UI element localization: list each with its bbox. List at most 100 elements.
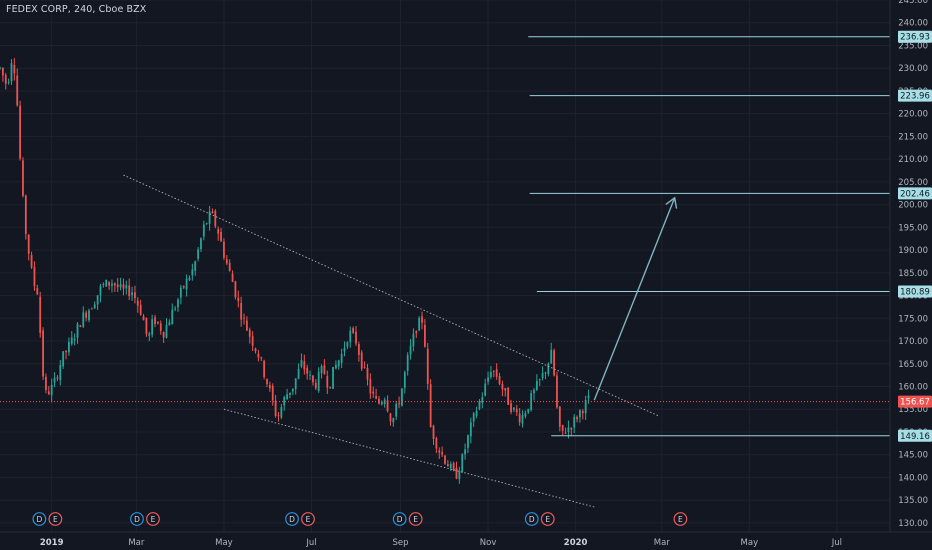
candle-body	[538, 378, 541, 380]
candle-body	[139, 304, 142, 315]
candle-body	[24, 195, 27, 234]
candle-body	[179, 287, 182, 298]
candle-body	[524, 413, 527, 417]
candle-body	[119, 284, 122, 288]
candle-body	[490, 372, 492, 377]
candle-body	[332, 366, 334, 389]
dividend-marker[interactable]	[285, 512, 299, 526]
candle-body	[62, 351, 65, 367]
candle-body	[504, 388, 507, 391]
earnings-marker[interactable]	[301, 512, 315, 526]
candle-body	[573, 416, 576, 428]
candle-body	[234, 281, 237, 298]
y-tick-label: 235.00	[898, 41, 928, 51]
candle-body	[472, 413, 475, 422]
drawings	[0, 36, 890, 508]
event-marker-label: E	[306, 515, 311, 524]
candle-body	[533, 389, 535, 394]
event-marker-label: D	[289, 515, 295, 524]
candle-body	[403, 371, 406, 388]
candle-body	[518, 413, 521, 423]
candle-body	[570, 427, 573, 430]
candle-body	[553, 350, 555, 376]
y-axis-labels: 130.00135.00140.00145.00150.00155.00160.…	[898, 0, 928, 529]
candle-body	[389, 413, 392, 422]
candle-body	[478, 401, 481, 410]
candle-body	[27, 234, 30, 254]
candle-body	[246, 320, 248, 331]
candle-body	[271, 385, 274, 401]
candle-body	[291, 388, 294, 392]
candle-body	[162, 331, 165, 338]
candle-body	[151, 319, 154, 335]
candle-body	[581, 411, 584, 414]
candle-body	[441, 452, 444, 455]
candle-body	[467, 435, 469, 448]
candle-body	[335, 364, 337, 369]
candle-body	[312, 375, 314, 383]
candle-body	[395, 403, 398, 417]
level-price-label-bg	[898, 30, 932, 43]
earnings-marker[interactable]	[48, 512, 63, 526]
candle-body	[392, 418, 395, 423]
dividend-marker[interactable]	[130, 512, 144, 526]
candle-body	[88, 310, 90, 321]
y-tick-label: 200.00	[898, 201, 928, 211]
candle-body	[90, 308, 93, 310]
candle-body	[386, 400, 389, 412]
candle-body	[165, 324, 168, 338]
candle-body	[355, 331, 357, 344]
candle-body	[412, 333, 415, 347]
event-marker-label: E	[678, 515, 683, 524]
earnings-marker[interactable]	[673, 512, 688, 526]
y-tick-label: 145.00	[898, 451, 928, 461]
candle-body	[303, 361, 306, 370]
projection-arrow[interactable]	[593, 197, 676, 401]
dividend-marker[interactable]	[524, 512, 539, 526]
earnings-marker[interactable]	[146, 512, 160, 526]
candle-body	[550, 349, 553, 364]
candle-body	[263, 360, 266, 378]
candle-body	[171, 309, 174, 325]
candle-body	[357, 344, 360, 355]
candle-body	[116, 284, 119, 288]
time-scale[interactable]	[0, 532, 932, 550]
candle-body	[220, 231, 222, 242]
price-scale[interactable]	[890, 0, 932, 532]
candle-body	[56, 377, 59, 379]
candle-body	[248, 329, 251, 337]
candle-body	[36, 288, 39, 295]
candle-body	[53, 377, 56, 383]
candle-body	[415, 330, 418, 334]
y-tick-label: 140.00	[898, 473, 928, 483]
earnings-marker[interactable]	[540, 512, 555, 526]
candle-body	[0, 67, 1, 69]
candle-body	[111, 283, 113, 286]
candle-body	[363, 366, 366, 368]
candle-body	[283, 397, 286, 406]
candle-body	[70, 337, 73, 344]
earnings-marker[interactable]	[408, 512, 423, 526]
candle-body	[188, 277, 191, 280]
candle-body	[556, 375, 558, 408]
candle-body	[289, 392, 291, 395]
candle-body	[280, 406, 283, 418]
candle-body	[214, 210, 217, 227]
candle-body	[251, 336, 254, 346]
candle-body	[7, 82, 10, 84]
candle-body	[154, 317, 156, 325]
candle-body	[148, 333, 151, 336]
candle-body	[76, 323, 79, 338]
dividend-marker[interactable]	[392, 512, 407, 526]
dividend-marker[interactable]	[32, 512, 47, 526]
candle-body	[429, 384, 432, 427]
candle-body	[401, 388, 403, 406]
lower-trendline[interactable]	[223, 408, 595, 508]
candle-body	[510, 403, 512, 413]
candle-body	[16, 75, 19, 106]
level-price-label: 180.89	[900, 288, 930, 298]
level-price-label-bg	[898, 187, 932, 200]
candle-body	[174, 308, 177, 310]
candle-body	[50, 384, 53, 396]
